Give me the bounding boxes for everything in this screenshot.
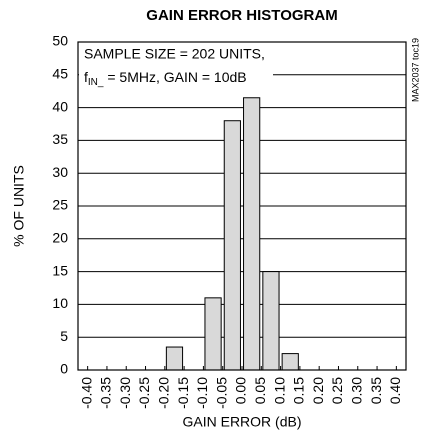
bar <box>223 120 241 371</box>
y-tick-label: 50 <box>52 33 68 49</box>
bar <box>165 346 184 371</box>
x-tick-label: 0.25 <box>329 377 345 404</box>
y-tick-label: 25 <box>52 197 68 213</box>
side-note: MAX2037 toc19 <box>410 38 420 102</box>
bar <box>281 353 299 371</box>
x-tick-label: 0.20 <box>310 377 326 404</box>
annotation-line: fIN_ = 5MHz, GAIN = 10dB <box>84 69 247 88</box>
x-tick-label: 0.40 <box>387 377 403 404</box>
chart-title: GAIN ERROR HISTOGRAM <box>146 7 337 24</box>
x-tick-label: -0.25 <box>136 377 152 409</box>
x-tick-label: -0.30 <box>117 377 133 409</box>
y-tick-label: 30 <box>52 164 68 180</box>
x-tick-label: -0.40 <box>78 377 94 409</box>
y-tick-label: 20 <box>52 230 68 246</box>
plot-frame <box>77 41 407 371</box>
y-axis-label: % OF UNITS <box>11 165 27 247</box>
x-tick-label: -0.15 <box>175 377 191 409</box>
x-tick-label: 0.10 <box>271 377 287 404</box>
x-tick-label: 0.05 <box>252 377 268 404</box>
annotation-background <box>79 43 273 90</box>
y-tick-label: 45 <box>52 66 68 82</box>
annotation-text: f <box>84 69 88 85</box>
x-tick-label: 0.00 <box>233 377 249 404</box>
x-tick-label: 0.30 <box>348 377 364 404</box>
x-tick-label: 0.35 <box>368 377 384 404</box>
y-tick-label: 40 <box>52 98 68 114</box>
x-tick-label: -0.05 <box>213 377 229 409</box>
annotation-line: SAMPLE SIZE = 202 UNITS, <box>84 46 265 62</box>
x-axis-label: GAIN ERROR (dB) <box>182 414 301 430</box>
x-tick-label: -0.20 <box>156 377 172 409</box>
x-tick-label: -0.35 <box>98 377 114 409</box>
y-tick-label: 0 <box>60 361 68 377</box>
bar <box>243 97 261 371</box>
x-tick-label: -0.10 <box>194 377 210 409</box>
annotation-subscript: IN_ <box>88 77 104 88</box>
bar <box>262 271 280 371</box>
y-tick-label: 10 <box>52 295 68 311</box>
bar <box>204 297 222 371</box>
y-tick-label: 5 <box>60 328 68 344</box>
x-tick-label: 0.15 <box>291 377 307 404</box>
y-tick-label: 35 <box>52 131 68 147</box>
y-tick-label: 15 <box>52 262 68 278</box>
annotation-text: = 5MHz, GAIN = 10dB <box>103 69 246 85</box>
